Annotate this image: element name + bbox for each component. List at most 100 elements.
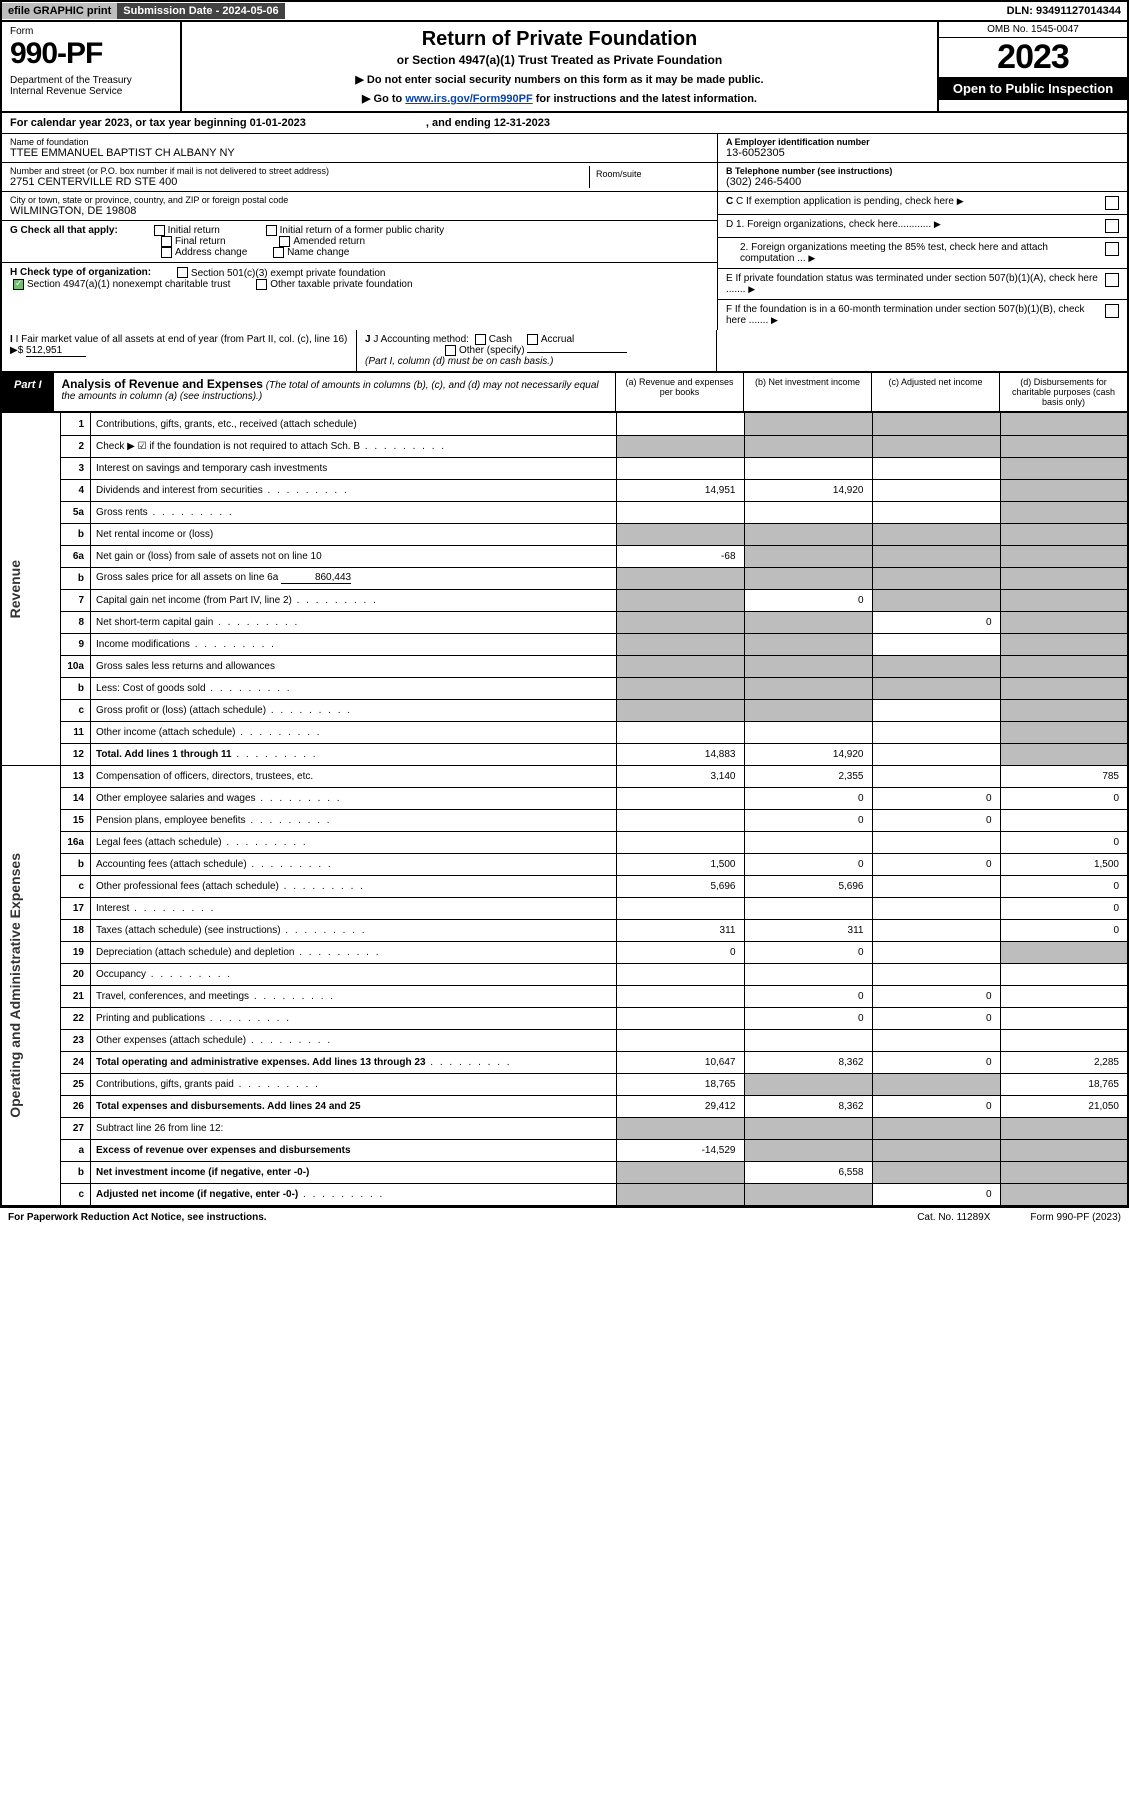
revenue-label: Revenue — [7, 560, 23, 618]
dln: DLN: 93491127014344 — [1001, 3, 1127, 19]
table-row: 17Interest0 — [1, 897, 1128, 919]
table-row: 7Capital gain net income (from Part IV, … — [1, 589, 1128, 611]
j-note: (Part I, column (d) must be on cash basi… — [365, 356, 553, 367]
amended-return-checkbox[interactable] — [279, 236, 290, 247]
i-label: I Fair market value of all assets at end… — [16, 334, 348, 345]
paperwork-notice: For Paperwork Reduction Act Notice, see … — [8, 1212, 267, 1223]
table-row: 6aNet gain or (loss) from sale of assets… — [1, 545, 1128, 567]
expenses-label: Operating and Administrative Expenses — [7, 853, 23, 1118]
part1-tag: Part I — [2, 373, 54, 411]
table-row: 16aLegal fees (attach schedule)0 — [1, 831, 1128, 853]
table-row: 10aGross sales less returns and allowanc… — [1, 655, 1128, 677]
table-row: 8Net short-term capital gain0 — [1, 611, 1128, 633]
c-checkbox[interactable] — [1105, 196, 1119, 210]
form-word: Form — [10, 26, 172, 37]
f-checkbox[interactable] — [1105, 304, 1119, 318]
table-row: 11Other income (attach schedule) — [1, 721, 1128, 743]
entity-block: Name of foundation TTEE EMMANUEL BAPTIST… — [0, 134, 1129, 330]
other-method-checkbox[interactable] — [445, 345, 456, 356]
table-row: bGross sales price for all assets on lin… — [1, 567, 1128, 589]
form-header: Form 990-PF Department of the Treasury I… — [0, 22, 1129, 113]
accrual-checkbox[interactable] — [527, 334, 538, 345]
form-title: Return of Private Foundation — [192, 28, 927, 51]
page-footer: For Paperwork Reduction Act Notice, see … — [0, 1206, 1129, 1227]
top-bar: efile GRAPHIC print Submission Date - 20… — [0, 0, 1129, 22]
col-a-header: (a) Revenue and expenses per books — [615, 373, 743, 411]
initial-return-checkbox[interactable] — [154, 225, 165, 236]
col-b-header: (b) Net investment income — [743, 373, 871, 411]
c-text: C If exemption application is pending, c… — [736, 196, 954, 207]
4947a1-checkbox[interactable] — [13, 279, 24, 290]
omb-number: OMB No. 1545-0047 — [939, 22, 1127, 38]
former-charity-checkbox[interactable] — [266, 225, 277, 236]
table-row: 3Interest on savings and temporary cash … — [1, 457, 1128, 479]
table-row: 19Depreciation (attach schedule) and dep… — [1, 941, 1128, 963]
d1-text: D 1. Foreign organizations, check here..… — [726, 219, 931, 230]
table-row: Operating and Administrative Expenses13C… — [1, 765, 1128, 787]
table-row: 14Other employee salaries and wages000 — [1, 787, 1128, 809]
table-row: 24Total operating and administrative exp… — [1, 1051, 1128, 1073]
phone-label: B Telephone number (see instructions) — [726, 166, 1119, 176]
d1-checkbox[interactable] — [1105, 219, 1119, 233]
street-address: 2751 CENTERVILLE RD STE 400 — [10, 176, 589, 188]
table-row: aExcess of revenue over expenses and dis… — [1, 1139, 1128, 1161]
header-note-1: ▶ Do not enter social security numbers o… — [192, 73, 927, 86]
d2-checkbox[interactable] — [1105, 242, 1119, 256]
name-change-checkbox[interactable] — [273, 247, 284, 258]
part1-header: Part I Analysis of Revenue and Expenses … — [0, 373, 1129, 413]
table-row: cGross profit or (loss) (attach schedule… — [1, 699, 1128, 721]
table-row: bAccounting fees (attach schedule)1,5000… — [1, 853, 1128, 875]
table-row: bNet investment income (if negative, ent… — [1, 1161, 1128, 1183]
fmv-value: 512,951 — [26, 345, 86, 357]
e-checkbox[interactable] — [1105, 273, 1119, 287]
table-row: 22Printing and publications00 — [1, 1007, 1128, 1029]
ein-value: 13-6052305 — [726, 147, 1119, 159]
table-row: 12Total. Add lines 1 through 1114,88314,… — [1, 743, 1128, 765]
table-row: 5aGross rents — [1, 501, 1128, 523]
foundation-name: TTEE EMMANUEL BAPTIST CH ALBANY NY — [10, 147, 709, 159]
table-row: cAdjusted net income (if negative, enter… — [1, 1183, 1128, 1205]
address-label: Number and street (or P.O. box number if… — [10, 166, 589, 176]
501c3-checkbox[interactable] — [177, 267, 188, 278]
col-d-header: (d) Disbursements for charitable purpose… — [999, 373, 1127, 411]
table-row: 27Subtract line 26 from line 12: — [1, 1117, 1128, 1139]
table-row: 4Dividends and interest from securities1… — [1, 479, 1128, 501]
form-subtitle: or Section 4947(a)(1) Trust Treated as P… — [192, 53, 927, 67]
table-row: Revenue1Contributions, gifts, grants, et… — [1, 413, 1128, 435]
h-check-row: H Check type of organization: Section 50… — [2, 263, 717, 293]
table-row: 25Contributions, gifts, grants paid18,76… — [1, 1073, 1128, 1095]
table-row: 18Taxes (attach schedule) (see instructi… — [1, 919, 1128, 941]
table-row: bNet rental income or (loss) — [1, 523, 1128, 545]
room-label: Room/suite — [589, 166, 709, 188]
table-row: 15Pension plans, employee benefits00 — [1, 809, 1128, 831]
form-ref: Form 990-PF (2023) — [1030, 1212, 1121, 1223]
tax-year: 2023 — [939, 38, 1127, 77]
form-number: 990-PF — [10, 37, 172, 71]
city-label: City or town, state or province, country… — [10, 195, 709, 205]
cash-checkbox[interactable] — [475, 334, 486, 345]
ij-row: I I Fair market value of all assets at e… — [0, 330, 1129, 373]
address-change-checkbox[interactable] — [161, 247, 172, 258]
table-row: 23Other expenses (attach schedule) — [1, 1029, 1128, 1051]
ein-label: A Employer identification number — [726, 137, 1119, 147]
calendar-year-row: For calendar year 2023, or tax year begi… — [0, 113, 1129, 134]
phone-value: (302) 246-5400 — [726, 176, 1119, 188]
cat-no: Cat. No. 11289X — [917, 1212, 990, 1223]
final-return-checkbox[interactable] — [161, 236, 172, 247]
irs-link[interactable]: www.irs.gov/Form990PF — [405, 93, 532, 105]
efile-label: efile GRAPHIC print — [2, 3, 117, 19]
e-text: E If private foundation status was termi… — [726, 273, 1098, 295]
table-row: 21Travel, conferences, and meetings00 — [1, 985, 1128, 1007]
name-label: Name of foundation — [10, 137, 709, 147]
table-row: cOther professional fees (attach schedul… — [1, 875, 1128, 897]
table-row: 20Occupancy — [1, 963, 1128, 985]
table-row: 9Income modifications — [1, 633, 1128, 655]
table-row: bLess: Cost of goods sold — [1, 677, 1128, 699]
d2-text: 2. Foreign organizations meeting the 85%… — [740, 242, 1048, 264]
open-inspection: Open to Public Inspection — [939, 77, 1127, 100]
table-row: 2Check ▶ ☑ if the foundation is not requ… — [1, 435, 1128, 457]
g-check-row: G Check all that apply: Initial return I… — [2, 221, 717, 263]
city-state-zip: WILMINGTON, DE 19808 — [10, 205, 709, 217]
other-taxable-checkbox[interactable] — [256, 279, 267, 290]
col-c-header: (c) Adjusted net income — [871, 373, 999, 411]
